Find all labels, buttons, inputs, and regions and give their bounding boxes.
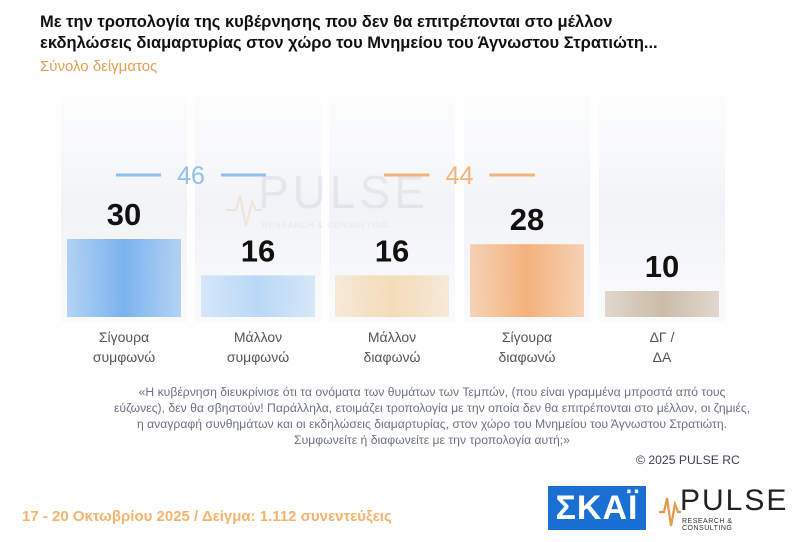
copyright: © 2025 PULSE RC: [636, 453, 740, 467]
bar-value-label: 28: [510, 202, 544, 237]
chart-subtitle: Σύνολο δείγματος: [40, 58, 158, 75]
bar: [67, 239, 181, 317]
bar: [335, 275, 449, 317]
pulse-logo-subtext: RESEARCH & CONSULTING: [682, 518, 733, 532]
category-label: ΔΓ /: [650, 329, 675, 345]
category-label: Σίγουρα: [99, 329, 149, 345]
category-label: συμφωνώ: [93, 349, 155, 365]
category-label: Μάλλον: [234, 329, 282, 345]
pulse-heartbeat-icon: [659, 497, 681, 527]
bar-value-label: 16: [241, 233, 275, 268]
bar-value-label: 16: [375, 233, 409, 268]
group-total-label: 46: [177, 162, 205, 190]
group-total-label: 44: [446, 162, 474, 190]
question-note: «Η κυβέρνηση διευκρίνισε ότι τα ονόματα …: [113, 385, 751, 447]
category-label: διαφωνώ: [499, 349, 556, 365]
bar-value-label: 10: [645, 249, 679, 284]
chart-title: Με την τροπολογία της κυβέρνησης που δεν…: [40, 13, 658, 52]
watermark-subtext: RESEARCH & CONSULTING: [262, 221, 389, 230]
column-background: [599, 96, 725, 322]
category-label: ΔΑ: [653, 349, 672, 365]
category-label: Μάλλον: [368, 329, 416, 345]
bar: [470, 244, 584, 317]
category-label: Σίγουρα: [502, 329, 552, 345]
category-label: συμφωνώ: [227, 349, 289, 365]
survey-footer: 17 - 20 Οκτωβρίου 2025 / Δείγμα: 1.112 σ…: [22, 508, 392, 525]
skai-logo: ΣΚΑΪ: [548, 486, 646, 530]
bar: [201, 275, 315, 317]
pulse-logo-text: PULSE: [680, 484, 789, 517]
bar-chart: PULSE RESEARCH & CONSULTING 46 44 30Σίγου…: [61, 96, 725, 365]
pulse-logo: PULSE RESEARCH & CONSULTING: [658, 484, 786, 532]
bar-value-label: 30: [107, 197, 141, 232]
category-label: διαφωνώ: [364, 349, 421, 365]
bar: [605, 291, 719, 317]
